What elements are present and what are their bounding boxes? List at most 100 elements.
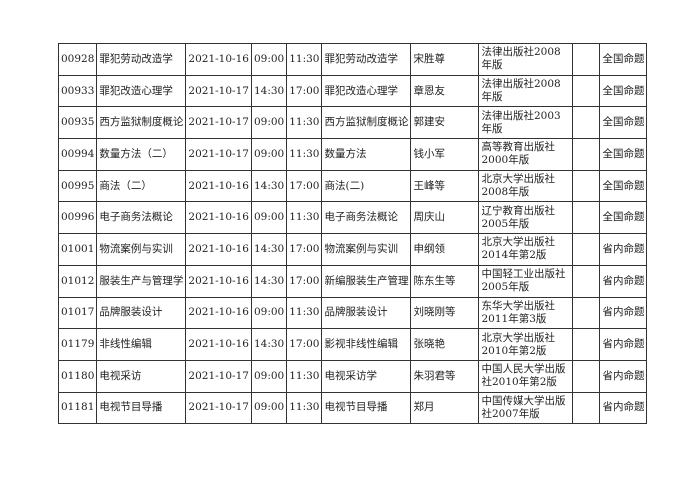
textbook-title-cell: 西方监狱制度概论 — [321, 106, 412, 140]
textbook-title-cell: 电视采访学 — [321, 359, 412, 393]
author-cell: 张晓艳 — [410, 328, 480, 361]
start-time-cell: 14:30 — [250, 328, 288, 361]
course-name-cell: 罪犯劳动改造学 — [96, 43, 187, 76]
course-code-cell: 01180 — [57, 359, 98, 393]
exam-type-cell: 省内命题 — [599, 296, 648, 330]
table-row: 01179 非线性编辑 2021-10-16 14:30 17:00 影视非线性编辑 张晓艳… — [57, 328, 648, 361]
course-code-cell: 00933 — [57, 74, 98, 108]
exam-type-cell: 全国命题 — [599, 201, 648, 235]
note-cell — [572, 43, 601, 76]
exam-date-cell: 2021-10-16 — [185, 264, 252, 298]
table-row: 01017 品牌服装设计 2021-10-16 09:00 11:30 品牌服装设计 刘晓刚… — [57, 296, 648, 330]
table-row: 00928 罪犯劳动改造学 2021-10-16 09:00 11:30 罪犯劳动改造学宋… — [57, 43, 648, 76]
exam-type-cell: 全国命题 — [599, 106, 648, 140]
publisher-cell: 东华大学出版社2011年第3版 — [478, 296, 574, 330]
textbook-title-cell: 商法(二) — [321, 169, 412, 203]
publisher-cell: 法律出版社2008年版 — [478, 74, 574, 108]
exam-date-cell: 2021-10-16 — [185, 296, 252, 330]
note-cell — [572, 264, 601, 298]
start-time-cell: 14:30 — [250, 264, 288, 298]
exam-date-cell: 2021-10-16 — [185, 169, 252, 203]
end-time-cell: 11:30 — [286, 296, 323, 330]
end-time-cell: 11:30 — [286, 201, 323, 235]
exam-date-cell: 2021-10-17 — [185, 359, 252, 393]
exam-type-cell: 省内命题 — [599, 233, 648, 266]
course-name-cell: 电视节目导播 — [96, 391, 187, 425]
course-code-cell: 01179 — [57, 328, 98, 361]
textbook-title-cell: 物流案例与实训 — [321, 233, 412, 266]
start-time-cell: 09:00 — [250, 359, 288, 393]
publisher-cell: 北京大学出版社2014年第2版 — [478, 233, 574, 266]
course-code-cell: 01001 — [57, 233, 98, 266]
publisher-cell: 高等教育出版社2000年版 — [478, 138, 574, 171]
exam-date-cell: 2021-10-16 — [185, 233, 252, 266]
start-time-cell: 09:00 — [250, 391, 288, 425]
exam-type-cell: 省内命题 — [599, 391, 648, 425]
author-cell: 申纲领 — [410, 233, 480, 266]
course-code-cell: 01012 — [57, 264, 98, 298]
table-row: 00996 电子商务法概论 2021-10-16 09:00 11:30 电子商务法概论周… — [57, 201, 648, 235]
author-cell: 刘晓刚等 — [410, 296, 480, 330]
author-cell: 宋胜尊 — [410, 43, 480, 76]
course-code-cell: 00996 — [57, 201, 98, 235]
end-time-cell: 11:30 — [286, 138, 323, 171]
author-cell: 郑月 — [410, 391, 480, 425]
author-cell: 钱小军 — [410, 138, 480, 171]
course-code-cell: 00935 — [57, 106, 98, 140]
table-row: 00935 西方监狱制度概论 2021-10-17 09:00 11:30 西方监狱制度概… — [57, 106, 648, 140]
course-name-cell: 服装生产与管理学 — [96, 264, 187, 298]
table-row: 00994 数量方法（二） 2021-10-17 09:00 11:30 数量方法 钱小军高… — [57, 138, 648, 171]
course-name-cell: 物流案例与实训 — [96, 233, 187, 266]
start-time-cell: 09:00 — [250, 106, 288, 140]
exam-type-cell: 全国命题 — [599, 138, 648, 171]
start-time-cell: 09:00 — [250, 296, 288, 330]
note-cell — [572, 359, 601, 393]
author-cell: 王峰等 — [410, 169, 480, 203]
exam-date-cell: 2021-10-17 — [185, 74, 252, 108]
exam-date-cell: 2021-10-16 — [185, 201, 252, 235]
course-name-cell: 品牌服装设计 — [96, 296, 187, 330]
publisher-cell: 法律出版社2008年版 — [478, 43, 574, 76]
note-cell — [572, 296, 601, 330]
exam-date-cell: 2021-10-16 — [185, 328, 252, 361]
exam-type-cell: 全国命题 — [599, 169, 648, 203]
exam-date-cell: 2021-10-17 — [185, 391, 252, 425]
start-time-cell: 09:00 — [250, 138, 288, 171]
course-code-cell: 00928 — [57, 43, 98, 76]
end-time-cell: 17:00 — [286, 169, 323, 203]
note-cell — [572, 233, 601, 266]
course-code-cell: 01017 — [57, 296, 98, 330]
table-row: 00933 罪犯改造心理学 2021-10-17 14:30 17:00 罪犯改造心理学章… — [57, 74, 648, 108]
author-cell: 朱羽君等 — [410, 359, 480, 393]
note-cell — [572, 138, 601, 171]
publisher-cell: 北京大学出版社2010年第2版 — [478, 328, 574, 361]
table-row: 01180 电视采访 2021-10-17 09:00 11:30 电视采访学 朱羽君等 中国… — [57, 359, 648, 393]
course-name-cell: 数量方法（二） — [96, 138, 187, 171]
publisher-cell: 中国传媒大学出版社2007年版 — [478, 391, 574, 425]
author-cell: 郭建安 — [410, 106, 480, 140]
start-time-cell: 09:00 — [250, 201, 288, 235]
course-name-cell: 电子商务法概论 — [96, 201, 187, 235]
exam-type-cell: 省内命题 — [599, 359, 648, 393]
textbook-title-cell: 罪犯改造心理学 — [321, 74, 412, 108]
course-name-cell: 罪犯改造心理学 — [96, 74, 187, 108]
end-time-cell: 17:00 — [286, 264, 323, 298]
exam-date-cell: 2021-10-16 — [185, 43, 252, 76]
table-row: 01012 服装生产与管理学 2021-10-16 14:30 17:00 新编服装生产管… — [57, 264, 648, 298]
publisher-cell: 中国轻工业出版社2005年版 — [478, 264, 574, 298]
publisher-cell: 辽宁教育出版社2005年版 — [478, 201, 574, 235]
textbook-title-cell: 品牌服装设计 — [321, 296, 412, 330]
note-cell — [572, 106, 601, 140]
exam-schedule-table: 00928 罪犯劳动改造学 2021-10-16 09:00 11:30 罪犯劳动改造学宋… — [57, 43, 648, 425]
end-time-cell: 17:00 — [286, 328, 323, 361]
course-code-cell: 00994 — [57, 138, 98, 171]
textbook-title-cell: 影视非线性编辑 — [321, 328, 412, 361]
publisher-cell: 中国人民大学出版社2010年第2版 — [478, 359, 574, 393]
author-cell: 周庆山 — [410, 201, 480, 235]
start-time-cell: 14:30 — [250, 233, 288, 266]
end-time-cell: 17:00 — [286, 74, 323, 108]
course-name-cell: 西方监狱制度概论 — [96, 106, 187, 140]
textbook-title-cell: 电视节目导播 — [321, 391, 412, 425]
exam-type-cell: 省内命题 — [599, 328, 648, 361]
end-time-cell: 11:30 — [286, 359, 323, 393]
